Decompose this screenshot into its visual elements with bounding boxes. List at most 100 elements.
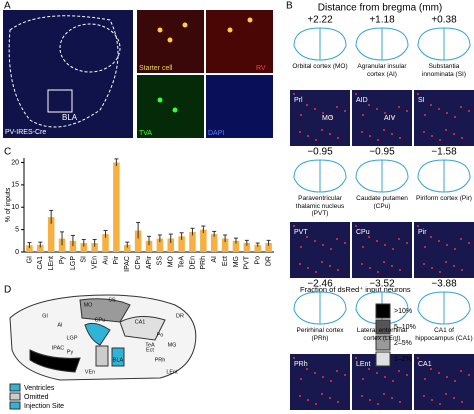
cell (336, 370, 338, 372)
panel-title: Distance from bregma (mm) (318, 3, 442, 14)
brain-region (119, 316, 166, 341)
cell (172, 107, 178, 113)
x-tick-label: TeA (178, 256, 185, 268)
region-name: Caudate putamen (CPu) (356, 195, 408, 210)
cell (362, 378, 364, 380)
region-label: Po (157, 332, 164, 338)
cell (300, 246, 302, 248)
cell (362, 114, 364, 116)
region-label: MG (168, 342, 177, 348)
image-label: Prl (294, 97, 303, 104)
image-label: Pir (418, 229, 427, 236)
cell (424, 378, 426, 380)
bar (232, 240, 240, 252)
atlas-section (355, 27, 409, 61)
cell (398, 106, 400, 108)
region-name: Agranular insular cortex (AI) (357, 63, 407, 78)
inset-box (47, 89, 73, 113)
x-tick-label: Py (59, 256, 66, 265)
region-name: Piriform cortex (Pir) (416, 195, 472, 202)
region-label: Pir (35, 353, 42, 359)
cell (306, 104, 308, 106)
cell (453, 397, 455, 399)
legend-swatch (375, 351, 391, 367)
bar (69, 240, 77, 252)
atlas-section (355, 159, 409, 193)
cell (460, 370, 462, 372)
panel-label: D (4, 285, 11, 296)
cell (453, 133, 455, 135)
y-tick-label: 0 (15, 249, 19, 256)
cell (376, 240, 378, 242)
x-tick-label: MO (168, 255, 175, 267)
cell (468, 110, 470, 112)
bar (189, 231, 196, 252)
cell (300, 114, 302, 116)
cell (315, 271, 317, 273)
cell (315, 403, 317, 405)
cell (361, 395, 363, 397)
legend-swatch (375, 303, 391, 319)
x-tick-label: GI (26, 256, 33, 263)
cell (337, 137, 339, 139)
region-name: Lateral entorhinal cortex (LEnt) (356, 327, 408, 342)
micrograph (290, 222, 350, 278)
region-label: CPu (95, 317, 106, 323)
cell (446, 112, 448, 114)
cell (344, 374, 346, 376)
x-tick-label: DR (265, 256, 272, 266)
image-label: LEnt (356, 361, 370, 368)
cell (461, 269, 463, 271)
bregma-label: +2.22 (307, 15, 333, 26)
cell (377, 403, 379, 405)
cell (227, 27, 233, 33)
cell (445, 261, 447, 263)
cell (368, 236, 370, 238)
cell (424, 114, 426, 116)
cell (454, 248, 456, 250)
bregma-label: −2.46 (307, 279, 333, 290)
cell (314, 372, 316, 374)
cell (406, 374, 408, 376)
cell (384, 112, 386, 114)
bar (145, 240, 153, 252)
x-tick-label: SI (81, 256, 88, 263)
cell (399, 137, 401, 139)
cell (377, 271, 379, 273)
bar (221, 238, 229, 252)
micrograph (206, 75, 273, 138)
cell (431, 399, 433, 401)
legend-swatch (375, 335, 391, 351)
cell (438, 240, 440, 242)
region-label: CA1 (135, 319, 146, 325)
region-label: VEn (85, 369, 95, 375)
cell (398, 370, 400, 372)
cell (307, 399, 309, 401)
cell (337, 401, 339, 403)
region-label: IPAC (52, 345, 64, 351)
cell (376, 372, 378, 374)
x-tick-label: LGP (70, 256, 77, 270)
bregma-label: −0.95 (369, 147, 395, 158)
atlas-section (417, 159, 471, 193)
cell (368, 368, 370, 370)
cell (321, 393, 323, 395)
bar (167, 238, 174, 252)
cell (438, 108, 440, 110)
cell (300, 378, 302, 380)
image-label: CA1 (418, 361, 432, 368)
bregma-label: −3.88 (431, 279, 457, 290)
x-tick-label: APir (146, 255, 153, 269)
cell (423, 395, 425, 397)
cell (330, 248, 332, 250)
bar (178, 236, 185, 252)
atlas-section (293, 159, 347, 193)
bregma-label: +1.18 (369, 15, 395, 26)
bar (134, 230, 142, 252)
cell (392, 380, 394, 382)
cell (377, 139, 379, 141)
region-label: MO (84, 302, 94, 308)
cell (337, 269, 339, 271)
cell (468, 242, 470, 244)
